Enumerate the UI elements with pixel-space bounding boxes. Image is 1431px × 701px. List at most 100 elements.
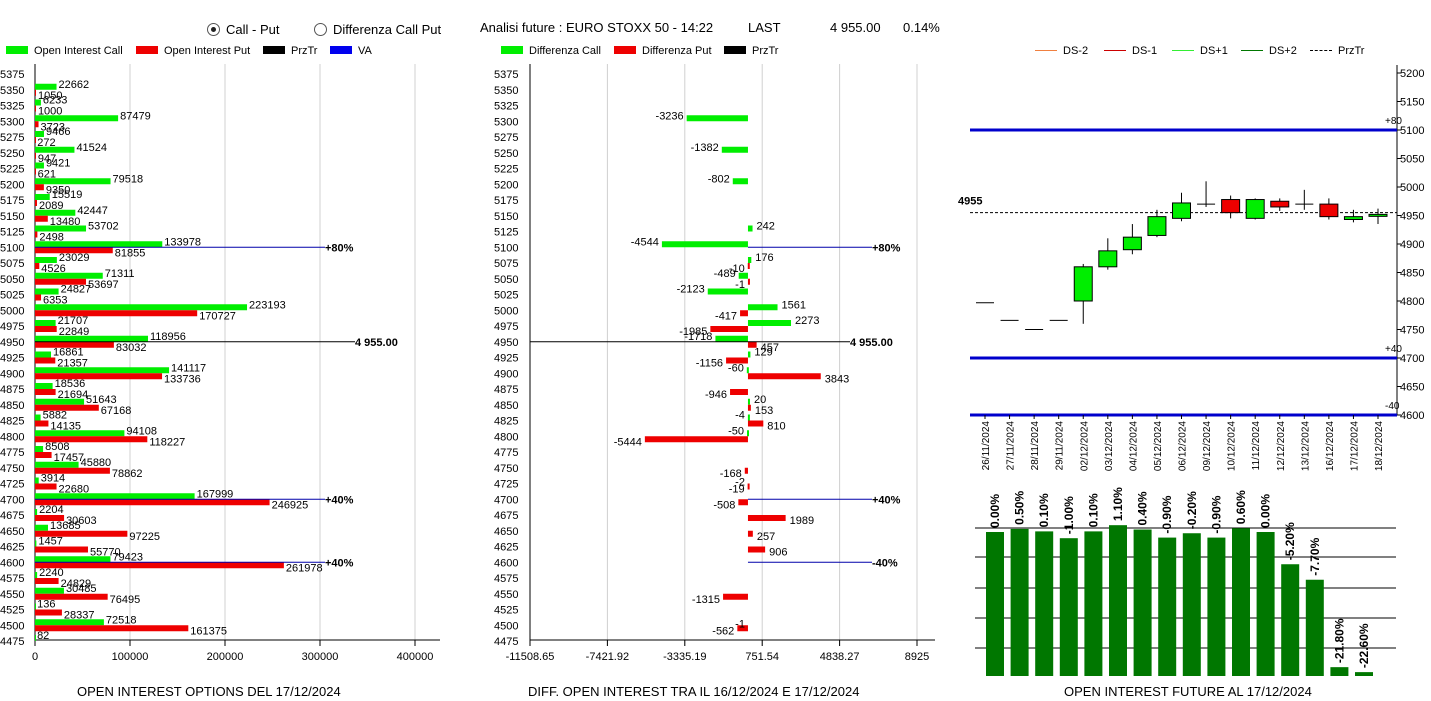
legend-label: VA xyxy=(358,45,372,57)
radio-diff[interactable]: Differenza Call Put xyxy=(314,22,441,37)
legend-swatch xyxy=(614,46,636,54)
call-bar xyxy=(35,477,39,484)
strike-label: 4775 xyxy=(494,447,518,459)
diff-value-label: 129 xyxy=(754,347,772,359)
call-bar xyxy=(35,320,56,326)
footer-panel3: OPEN INTEREST FUTURE AL 17/12/2024 xyxy=(1064,684,1312,699)
diff-put-bar xyxy=(747,530,753,537)
reference-label: +40% xyxy=(325,557,354,569)
call-value-label: 1457 xyxy=(38,536,62,548)
strike-label: 5250 xyxy=(494,148,518,160)
strike-label: 4850 xyxy=(494,400,518,412)
call-bar xyxy=(35,351,52,358)
put-bar xyxy=(35,278,87,285)
x-tick-label: -3335.19 xyxy=(663,651,706,663)
oi-bar-label: 0.10% xyxy=(1037,493,1051,527)
diff-value-label: 242 xyxy=(757,221,775,233)
put-bar xyxy=(35,546,88,553)
oi-bar xyxy=(1158,537,1177,676)
diff-call-bar xyxy=(721,146,748,153)
strike-label: 4650 xyxy=(494,526,518,538)
diff-value-label: -802 xyxy=(708,173,730,185)
diff-put-bar xyxy=(747,373,821,380)
oi-bar-label: 0.10% xyxy=(1086,493,1100,527)
call-bar xyxy=(35,556,111,563)
oi-bar xyxy=(1109,525,1127,676)
strike-label: 5325 xyxy=(494,101,518,113)
put-value-label: 9350 xyxy=(46,184,70,196)
diff-call-bar xyxy=(715,335,748,342)
oi-bar xyxy=(1059,538,1078,676)
call-value-label: 51643 xyxy=(86,394,117,406)
date-label: 26/11/2024 xyxy=(981,421,992,471)
strike-label: 5350 xyxy=(0,85,24,97)
diff-value-label: -562 xyxy=(712,625,734,637)
put-value-label: 17457 xyxy=(54,452,85,464)
level-label: +80 xyxy=(1385,116,1402,127)
candle-body xyxy=(1098,250,1118,268)
strike-label: 5275 xyxy=(494,132,518,144)
put-bar xyxy=(35,625,189,632)
diff-call-bar xyxy=(747,225,753,232)
reference-label: +80% xyxy=(872,242,901,254)
legend-swatch xyxy=(724,46,746,54)
strike-label: 5350 xyxy=(494,85,518,97)
reference-label: -40% xyxy=(872,557,898,569)
put-value-label: 621 xyxy=(38,169,56,181)
y-tick-label: 5150 xyxy=(1400,97,1424,109)
legend-label: PrzTr xyxy=(752,45,779,57)
oi-bar-label: -0.90% xyxy=(1160,495,1174,533)
oi-bar xyxy=(1232,528,1250,676)
put-bar xyxy=(35,389,56,395)
radio-call-put[interactable]: Call - Put xyxy=(207,22,279,37)
y-tick-label: 5000 xyxy=(1400,182,1424,194)
legend-label: DS+2 xyxy=(1269,45,1297,57)
put-bar xyxy=(35,452,52,458)
oi-bar-label: -7.70% xyxy=(1308,537,1322,575)
put-value-label: 24829 xyxy=(61,578,92,590)
strike-label: 4925 xyxy=(494,353,518,365)
legend-call: Open Interest Call xyxy=(6,45,123,57)
call-value-label: 21707 xyxy=(58,315,89,327)
put-value-label: 97225 xyxy=(129,531,160,543)
y-tick-label: 4700 xyxy=(1400,353,1424,365)
legend-va: VA xyxy=(330,45,372,57)
last-change: 0.14% xyxy=(903,20,940,35)
oi-bar xyxy=(1182,533,1201,676)
put-bar xyxy=(35,263,40,269)
strike-label: 5025 xyxy=(0,290,24,302)
call-value-label: 2240 xyxy=(39,567,63,579)
strike-label: 4525 xyxy=(0,605,24,617)
put-bar xyxy=(35,215,48,222)
diff-call-bar xyxy=(738,272,748,279)
date-label: 04/12/2024 xyxy=(1128,421,1139,471)
put-bar xyxy=(35,436,148,443)
diff-put-bar xyxy=(710,326,748,332)
oi-bar-label: -22.60% xyxy=(1357,623,1371,668)
strike-label: 4700 xyxy=(0,494,24,506)
strike-label: 5150 xyxy=(494,211,518,223)
diff-put-bar xyxy=(726,357,748,364)
date-label: 28/11/2024 xyxy=(1030,421,1041,471)
call-value-label: 9421 xyxy=(46,158,70,170)
call-value-label: 167999 xyxy=(197,488,234,500)
diff-value-label: -1985 xyxy=(679,326,707,338)
strike-label: 5375 xyxy=(0,69,24,81)
strike-label: 4700 xyxy=(494,494,518,506)
diff-value-label: 257 xyxy=(757,531,775,543)
diff-call-bar xyxy=(747,414,750,421)
y-tick-label: 4950 xyxy=(1400,211,1424,223)
oi-bar xyxy=(1133,529,1152,676)
strike-label: 5225 xyxy=(494,164,518,176)
call-bar xyxy=(35,540,37,547)
level-label: +40 xyxy=(1385,344,1402,355)
oi-bar xyxy=(1256,532,1275,676)
put-value-label: 53697 xyxy=(88,279,119,291)
put-value-label: 246925 xyxy=(272,499,309,511)
strike-label: 4975 xyxy=(0,321,24,333)
put-bar xyxy=(35,609,62,616)
put-bar xyxy=(35,483,57,490)
diff-value-label: 3843 xyxy=(825,373,849,385)
candle-body xyxy=(1343,216,1363,220)
call-value-label: 87479 xyxy=(120,110,151,122)
